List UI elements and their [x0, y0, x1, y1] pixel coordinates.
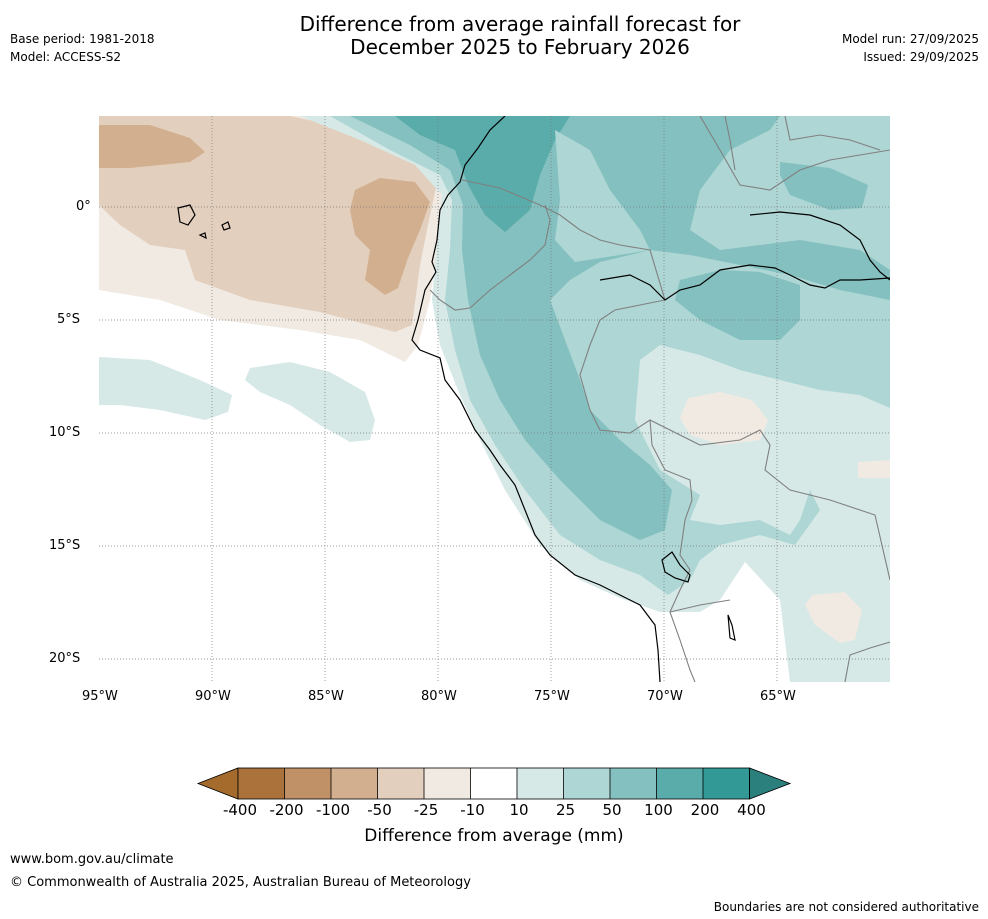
lon-label-80w: 80°W	[421, 689, 457, 704]
colorbar-tick: 200	[690, 801, 720, 819]
lon-label-65w: 65°W	[760, 689, 796, 704]
contour-dry-inland-1	[680, 392, 768, 445]
map-title: Difference from average rainfall forecas…	[0, 13, 988, 59]
lon-label-85w: 85°W	[308, 689, 344, 704]
colorbar-segment	[470, 768, 517, 799]
contour-wet-100-200	[395, 116, 570, 232]
colorbar-tick: -100	[315, 801, 351, 819]
colorbar-segment	[656, 768, 703, 799]
colorbar	[196, 767, 792, 800]
lat-label-5s: 5°S	[57, 312, 81, 327]
model-run-text: Model run: 27/09/2025	[841, 32, 979, 46]
colorbar-segment	[610, 768, 657, 799]
issued-text: Issued: 29/09/2025	[863, 50, 979, 64]
colorbar-segment	[563, 768, 610, 799]
contour-dry-strong-west	[99, 125, 205, 168]
colorbar-segment	[377, 768, 424, 799]
coastline	[177, 116, 890, 682]
contour-dry-inland-3	[858, 460, 890, 478]
lat-label-15s: 15°S	[49, 538, 81, 553]
colorbar-tick: -400	[222, 801, 258, 819]
map-fill	[99, 116, 890, 682]
contour-wet-50-100-ne	[780, 162, 868, 210]
colorbar-tick: -50	[367, 801, 392, 819]
colorbar-extend-low	[196, 767, 239, 800]
colorbar-segment	[238, 768, 285, 799]
colorbar-segment	[517, 768, 564, 799]
model-text: Model: ACCESS-S2	[10, 50, 122, 64]
lat-label-10s: 10°S	[49, 425, 81, 440]
colorbar-segment	[424, 768, 471, 799]
contour-wet-50-100-east	[675, 270, 800, 340]
lat-label-20s: 20°S	[49, 651, 81, 666]
title-line-1: Difference from average rainfall forecas…	[299, 12, 741, 36]
lon-label-95w: 95°W	[82, 689, 118, 704]
colorbar-tick: 400	[737, 801, 766, 819]
base-period-text: Base period: 1981-2018	[10, 32, 155, 46]
colorbar-segment	[284, 768, 331, 799]
lon-label-70w: 70°W	[647, 689, 683, 704]
contour-wet-pacific-center	[245, 362, 375, 442]
contour-dry-moderate	[99, 116, 440, 332]
disclaimer-text: Boundaries are not considered authoritat…	[713, 900, 979, 914]
colorbar-segment	[703, 768, 750, 799]
colorbar-tick: 100	[644, 801, 673, 819]
colorbar-segment	[331, 768, 378, 799]
colorbar-tick: 10	[509, 801, 529, 819]
colorbar-tick: 50	[602, 801, 622, 819]
title-line-2: December 2025 to February 2026	[350, 35, 690, 59]
lon-label-90w: 90°W	[195, 689, 231, 704]
contour-wet-50-100	[350, 116, 890, 540]
colorbar-tick: 25	[555, 801, 576, 819]
lat-label-0: 0°	[76, 199, 91, 214]
bom-url-link[interactable]: www.bom.gov.au/climate	[10, 852, 174, 867]
contour-dry-inland-2	[805, 592, 862, 643]
copyright-text: © Commonwealth of Australia 2025, Austra…	[10, 875, 471, 890]
contour-wet-pacific-west	[99, 357, 232, 420]
colorbar-tick: -200	[269, 801, 304, 819]
graticule	[99, 116, 890, 682]
colorbar-tick: -25	[413, 801, 439, 819]
colorbar-title: Difference from average (mm)	[364, 826, 624, 846]
country-borders	[429, 116, 890, 682]
lon-label-75w: 75°W	[534, 689, 570, 704]
colorbar-tick: -10	[460, 801, 485, 819]
colorbar-extend-high	[749, 767, 792, 800]
